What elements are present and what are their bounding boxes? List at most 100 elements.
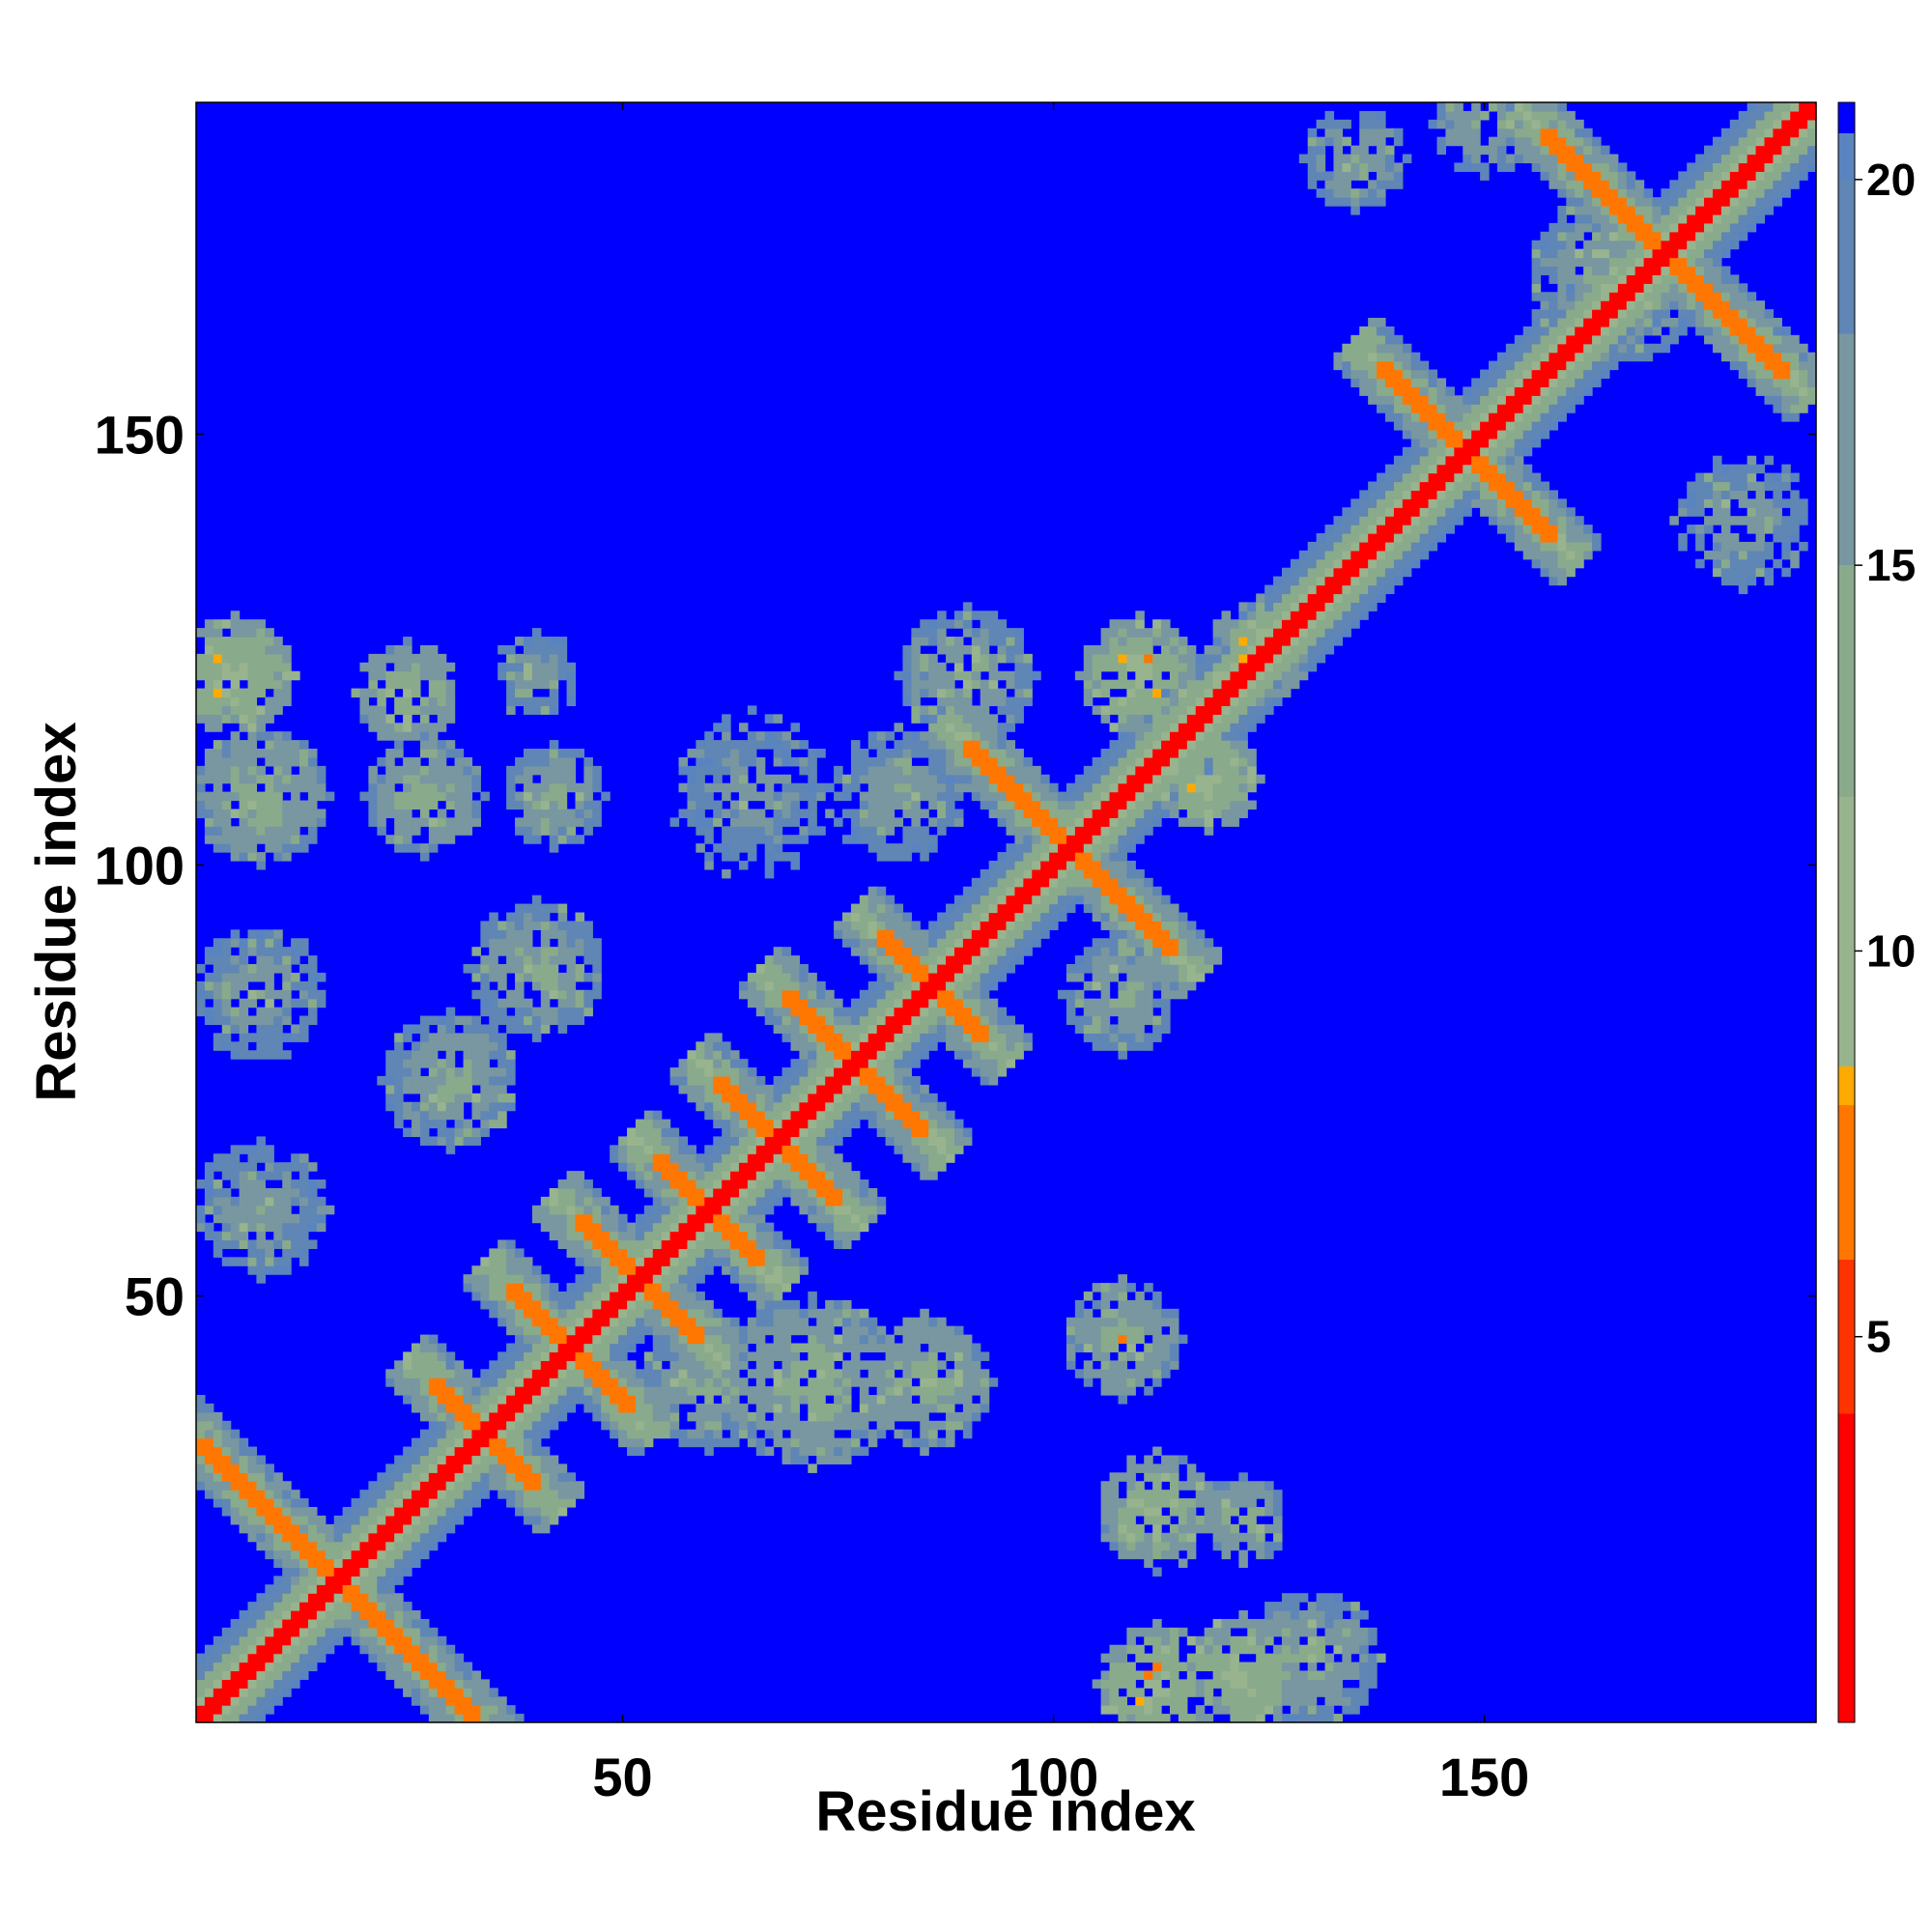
heatmap-cell [988, 860, 999, 870]
heatmap-cell [540, 1351, 551, 1361]
heatmap-cell [988, 955, 999, 965]
heatmap-cell [773, 980, 783, 991]
heatmap-cell [894, 1343, 904, 1353]
heatmap-cell [773, 843, 783, 853]
heatmap-cell [394, 791, 404, 802]
heatmap-cell [213, 809, 223, 818]
heatmap-cell [678, 1360, 689, 1370]
heatmap-cell [282, 1222, 292, 1233]
heatmap-cell [988, 782, 999, 793]
heatmap-cell [635, 1213, 645, 1224]
heatmap-cell [747, 1222, 757, 1233]
heatmap-cell [531, 1015, 542, 1026]
heatmap-cell [316, 1213, 327, 1224]
heatmap-cell [953, 921, 964, 930]
heatmap-cell [704, 1110, 714, 1121]
heatmap-cell [962, 972, 973, 982]
heatmap-cell [437, 1662, 447, 1672]
heatmap-cell [394, 1593, 404, 1603]
heatmap-cell [687, 1222, 696, 1233]
heatmap-cell [230, 964, 241, 974]
heatmap-cell [627, 1171, 637, 1180]
heatmap-cell [265, 1472, 274, 1482]
heatmap-cell [790, 1067, 801, 1077]
heatmap-cell [247, 644, 258, 655]
heatmap-cell [239, 1481, 249, 1491]
heatmap-cell [911, 1033, 921, 1042]
heatmap-cell [445, 1110, 456, 1121]
heatmap-cell [540, 921, 551, 930]
heatmap-cell [515, 696, 525, 707]
heatmap-cell [842, 1024, 852, 1034]
heatmap-cell [239, 1213, 249, 1224]
heatmap-cell [247, 1196, 258, 1207]
heatmap-cell [204, 947, 214, 956]
heatmap-cell [885, 1369, 895, 1378]
plot-area [195, 101, 1817, 1723]
heatmap-cell [480, 1291, 490, 1301]
heatmap-cell [773, 1024, 783, 1034]
heatmap-cell [643, 1119, 654, 1129]
heatmap-cell [523, 791, 533, 802]
heatmap-cell [764, 989, 775, 1000]
heatmap-cell [738, 740, 749, 750]
heatmap-cell [920, 1411, 929, 1422]
heatmap-cell [946, 1395, 955, 1405]
heatmap-cell [962, 723, 973, 732]
heatmap-cell [730, 817, 740, 827]
heatmap-cell [1014, 895, 1024, 905]
heatmap-cell [549, 1420, 559, 1431]
heatmap-cell [722, 740, 731, 750]
heatmap-cell [730, 1119, 740, 1129]
heatmap-cell [471, 1455, 481, 1464]
heatmap-cell [911, 1153, 921, 1163]
heatmap-cell [738, 1403, 749, 1413]
heatmap-cell [980, 714, 990, 724]
heatmap-cell [531, 1523, 542, 1534]
heatmap-cell [403, 1618, 412, 1629]
heatmap-cell [377, 1498, 386, 1508]
heatmap-cell [781, 1317, 792, 1327]
heatmap-cell [773, 1127, 783, 1138]
heatmap-cell [601, 1265, 611, 1275]
heatmap-cell [566, 1291, 577, 1301]
heatmap-cell [842, 1067, 852, 1077]
heatmap-cell [722, 1127, 731, 1138]
heatmap-cell [808, 1127, 817, 1138]
heatmap-cell [867, 826, 878, 836]
heatmap-cell [549, 1231, 559, 1241]
heatmap-cell [610, 1308, 619, 1319]
heatmap-cell [256, 1481, 266, 1491]
heatmap-cell [239, 782, 249, 793]
heatmap-cell [419, 1644, 430, 1655]
heatmap-cell [894, 1075, 904, 1086]
heatmap-cell [239, 705, 249, 715]
heatmap-cell [730, 1403, 740, 1413]
heatmap-cell [273, 989, 283, 1000]
heatmap-cell [859, 749, 869, 758]
heatmap-cell [678, 782, 689, 793]
heatmap-cell [265, 1515, 274, 1525]
heatmap-cell [764, 980, 775, 991]
heatmap-cell [755, 765, 766, 776]
heatmap-cell [652, 1239, 663, 1249]
heatmap-cell [204, 1015, 214, 1026]
heatmap-cell [687, 1308, 696, 1319]
heatmap-cell [867, 843, 878, 853]
heatmap-cell [531, 1437, 542, 1448]
heatmap-cell [437, 774, 447, 784]
heatmap-cell [730, 1274, 740, 1284]
heatmap-cell [403, 1369, 412, 1378]
heatmap-cell [489, 1714, 498, 1723]
heatmap-cell [988, 964, 999, 974]
heatmap-cell [540, 1420, 551, 1431]
heatmap-cell [566, 1395, 577, 1405]
heatmap-cell [540, 826, 551, 836]
heatmap-cell [471, 1411, 481, 1422]
heatmap-cell [247, 826, 258, 836]
heatmap-cell [790, 1351, 801, 1361]
heatmap-cell [834, 921, 843, 930]
heatmap-cell [652, 1231, 663, 1241]
heatmap-cell [1006, 852, 1016, 862]
heatmap-cell [256, 972, 266, 982]
